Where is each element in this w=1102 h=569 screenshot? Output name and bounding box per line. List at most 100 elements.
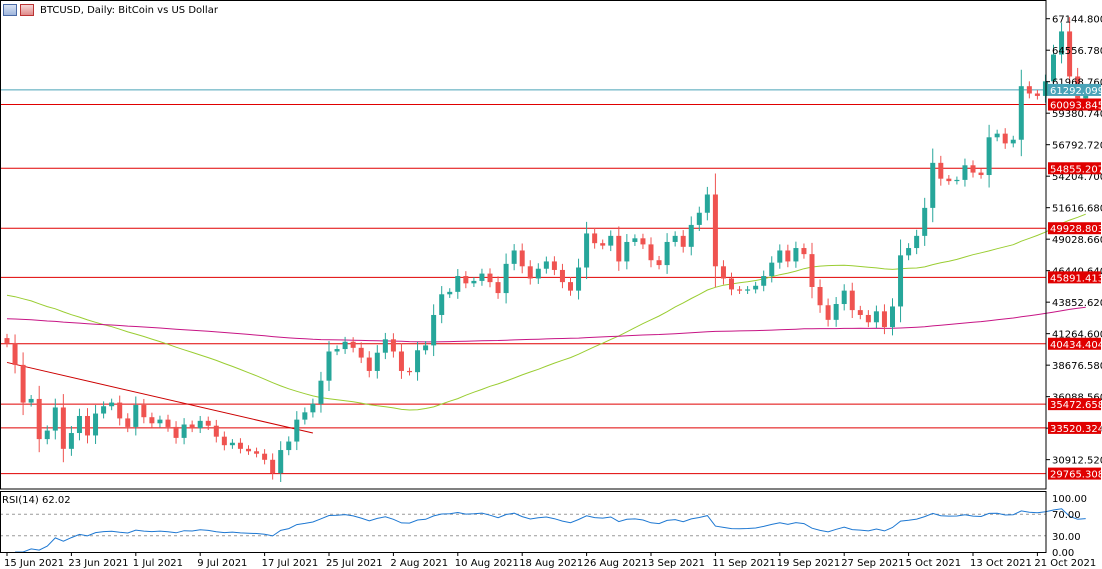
y-tick-label: 41264.600 <box>1052 330 1102 341</box>
level-badge <box>1048 398 1101 411</box>
x-tick-label: 18 Aug 2021 <box>519 558 583 569</box>
y-tick-label: 61968.760 <box>1052 78 1102 89</box>
candle-down <box>12 342 18 365</box>
candle-down <box>1067 31 1073 77</box>
candle-up <box>906 248 912 256</box>
candle-up <box>294 419 300 442</box>
candle-down <box>656 260 662 266</box>
candle-up <box>954 179 960 182</box>
candle-up <box>342 341 348 350</box>
candle-up <box>318 380 324 404</box>
candle-down <box>801 248 807 255</box>
rsi-label: RSI(14) 62.02 <box>2 495 71 506</box>
candle-down <box>165 419 171 427</box>
candle-up <box>753 285 759 290</box>
x-tick-label: 13 Oct 2021 <box>970 558 1032 569</box>
candle-down <box>568 282 573 291</box>
candle-down <box>85 415 90 436</box>
candle-down <box>4 338 10 343</box>
candle-up <box>930 162 936 208</box>
candle-down <box>551 261 557 270</box>
candle-down <box>559 269 565 283</box>
candle-up <box>93 413 99 436</box>
candle-up <box>793 248 799 262</box>
candle-up <box>1010 139 1016 144</box>
candle-down <box>463 276 469 284</box>
candle-up <box>890 306 895 328</box>
candle-down <box>712 194 718 267</box>
candle-up <box>374 352 380 371</box>
level-badge <box>1048 337 1101 350</box>
rsi-plot-frame <box>0 491 1047 553</box>
x-tick-label: 21 Oct 2021 <box>1034 558 1096 569</box>
candle-down <box>213 425 219 437</box>
chart-icon[interactable] <box>20 4 34 16</box>
candle-up <box>769 262 775 277</box>
candle-down <box>189 424 195 429</box>
candle-down <box>173 426 179 438</box>
x-tick-label: 19 Sep 2021 <box>777 558 840 569</box>
candle-up <box>688 224 694 247</box>
rsi-y-tick-label: 30.00 <box>1052 532 1081 543</box>
candle-up <box>439 294 445 315</box>
candle-up <box>833 304 839 320</box>
candle-down <box>737 289 743 291</box>
candle-up <box>994 133 1000 138</box>
candle-down <box>857 310 863 315</box>
x-tick-label: 27 Sep 2021 <box>841 558 904 569</box>
candle-down <box>849 290 855 311</box>
candle-up <box>511 250 517 264</box>
candle-down <box>262 453 268 460</box>
level-badge <box>1048 271 1101 284</box>
candle-down <box>60 407 66 449</box>
level-badge-label: 29765.308 <box>1050 470 1102 481</box>
level-badge-label: 35472.658 <box>1050 400 1102 411</box>
candle-up <box>326 351 332 381</box>
candle-up <box>76 415 82 434</box>
x-tick-label: 2 Aug 2021 <box>390 558 448 569</box>
candle-up <box>197 420 203 429</box>
candle-up <box>1059 31 1065 55</box>
candle-up <box>310 403 316 413</box>
candle-down <box>125 418 131 427</box>
level-badge <box>1048 467 1101 480</box>
current-price-badge <box>1048 83 1101 96</box>
x-tick-label: 26 Aug 2021 <box>584 558 648 569</box>
candle-up <box>1018 86 1024 140</box>
candle-up <box>986 137 992 176</box>
candle-up <box>133 405 139 427</box>
x-tick-label: 17 Jul 2021 <box>262 558 319 569</box>
candle-down <box>407 370 412 373</box>
candle-down <box>978 172 984 176</box>
candle-down <box>1034 93 1040 96</box>
candle-up <box>423 345 429 351</box>
candle-up <box>704 194 710 213</box>
candle-up <box>898 255 904 307</box>
x-tick-label: 3 Sep 2021 <box>648 558 705 569</box>
candle-down <box>1002 133 1008 144</box>
candle-down <box>729 278 734 290</box>
candle-down <box>600 243 606 246</box>
candle-up <box>624 241 630 262</box>
candle-up <box>914 235 920 249</box>
rsi-line <box>15 508 1086 553</box>
candle-down <box>946 178 952 182</box>
candle-down <box>938 162 944 179</box>
y-tick-label: 67144.800 <box>1052 15 1102 26</box>
level-badge <box>1048 222 1101 235</box>
candle-up <box>109 402 115 407</box>
candle-up <box>181 424 187 438</box>
candle-down <box>527 266 533 279</box>
candle-down <box>648 244 654 261</box>
candle-up <box>584 233 590 268</box>
level-badge-label: 45891.413 <box>1050 273 1102 284</box>
y-tick-label: 56792.720 <box>1052 141 1102 152</box>
candle-up <box>471 280 477 284</box>
y-tick-label: 30912.520 <box>1052 456 1102 467</box>
candle-up <box>1042 81 1048 96</box>
candle-down <box>616 235 622 262</box>
candle-down <box>390 339 396 352</box>
window-icon[interactable] <box>3 4 17 16</box>
candle-up <box>576 267 582 291</box>
